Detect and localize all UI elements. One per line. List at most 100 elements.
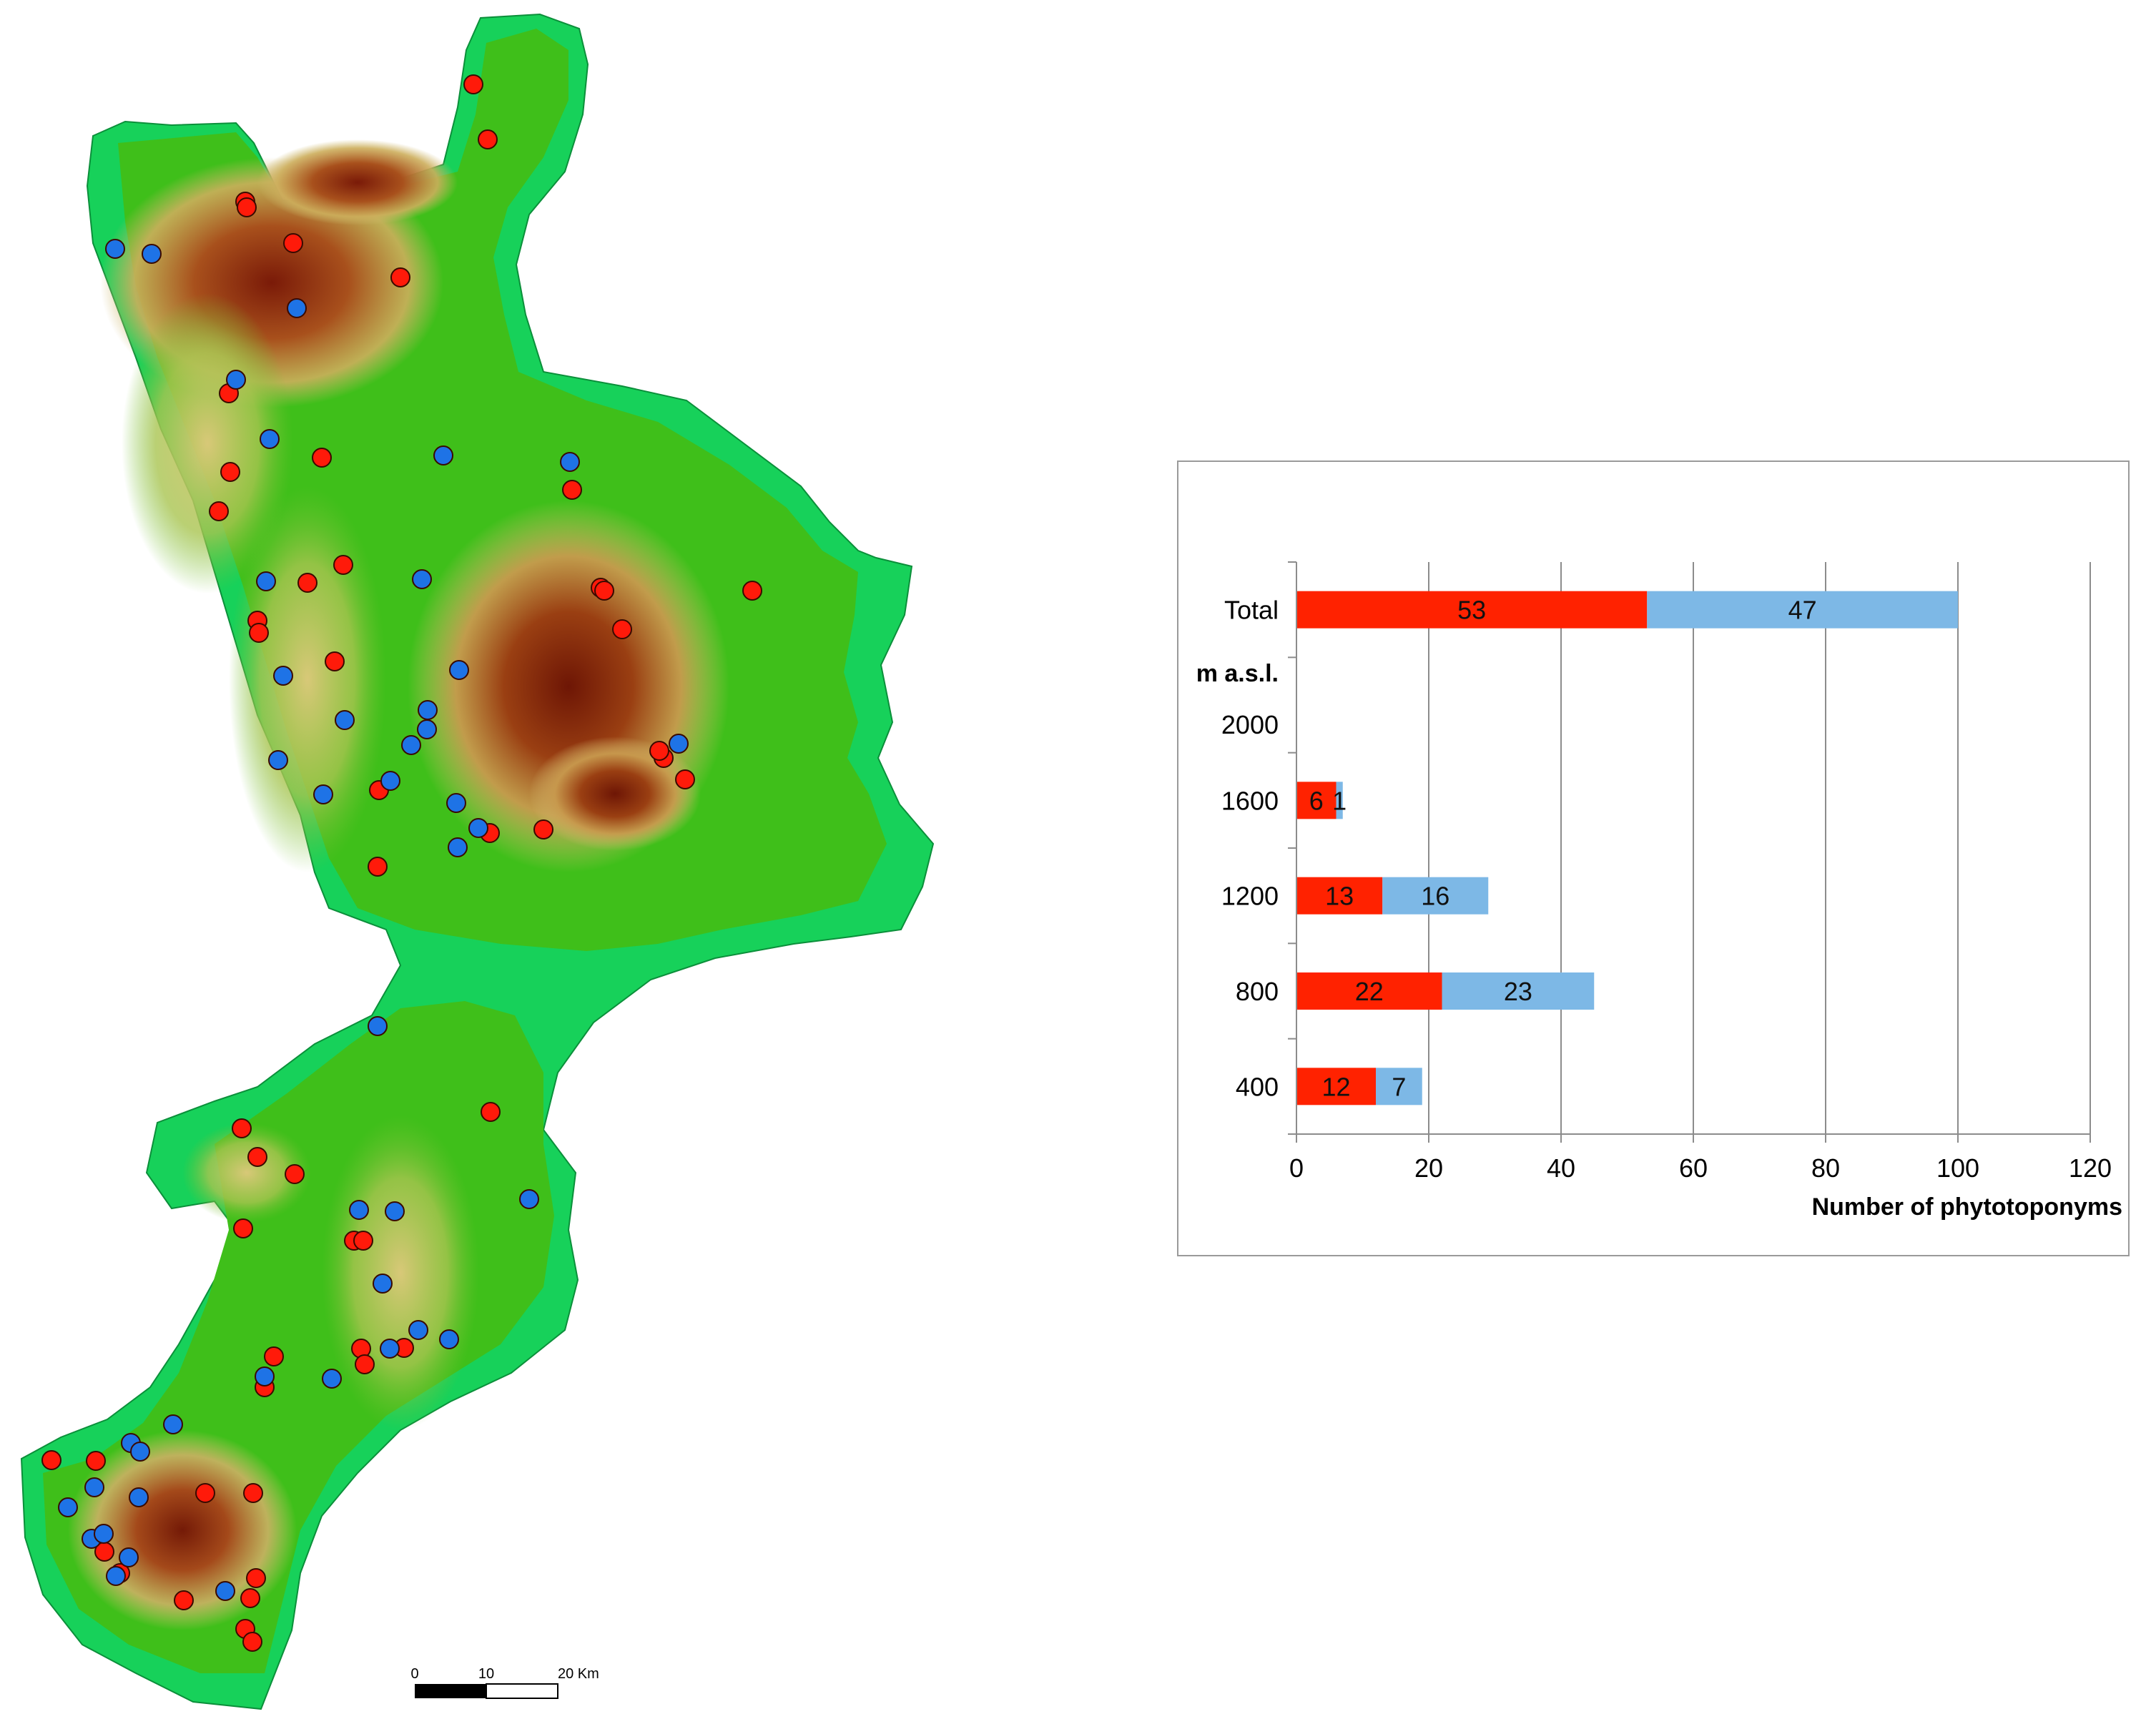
blue-map-point bbox=[313, 784, 333, 804]
relief-serre bbox=[322, 1115, 479, 1430]
blue-map-point bbox=[256, 571, 276, 591]
red-map-point bbox=[233, 1218, 253, 1238]
bar-data-label: 47 bbox=[1788, 596, 1817, 625]
bars: 53 47 6 1 13 16 22 23 12 7 bbox=[1296, 591, 1958, 1105]
red-map-point bbox=[742, 581, 762, 601]
bar-data-label: 22 bbox=[1355, 977, 1384, 1006]
blue-map-point bbox=[163, 1414, 183, 1434]
blue-map-point bbox=[255, 1366, 275, 1386]
red-map-point bbox=[209, 501, 229, 521]
blue-map-point bbox=[380, 1339, 400, 1359]
red-map-point bbox=[463, 74, 483, 94]
scale-tick-0: 0 bbox=[410, 1666, 418, 1682]
bar-series1-Total bbox=[1296, 591, 1648, 629]
elevation-bar-chart: 53 47 6 1 13 16 22 23 12 7 0 20 40 60 80 100 120 Total 16… bbox=[1177, 460, 2130, 1256]
red-map-point bbox=[562, 480, 582, 500]
red-map-point bbox=[247, 1147, 267, 1167]
red-map-point bbox=[249, 623, 269, 643]
x-tick-label: 60 bbox=[1679, 1153, 1708, 1183]
x-axis-title: Number of phytotoponyms bbox=[1812, 1193, 2122, 1221]
blue-map-point bbox=[215, 1581, 235, 1601]
red-map-point bbox=[481, 1102, 501, 1122]
relief-coastal-chain bbox=[229, 486, 386, 872]
y-category-label: 1600 bbox=[1221, 786, 1279, 815]
blue-map-point bbox=[408, 1320, 428, 1340]
red-map-point bbox=[355, 1354, 375, 1374]
y-category-label: 800 bbox=[1236, 977, 1279, 1006]
blue-map-point bbox=[669, 734, 689, 754]
map-panel: 0 10 20 Km bbox=[0, 0, 1001, 1719]
blue-map-point bbox=[380, 771, 400, 791]
x-tick-label: 40 bbox=[1547, 1153, 1575, 1183]
y-group-label: m a.s.l. bbox=[1196, 660, 1279, 687]
x-tick-label: 0 bbox=[1289, 1153, 1304, 1183]
blue-map-point bbox=[401, 735, 421, 755]
blue-map-point bbox=[119, 1547, 139, 1567]
blue-map-point bbox=[94, 1524, 114, 1544]
scale-segment-white bbox=[486, 1683, 558, 1699]
blue-map-point bbox=[439, 1329, 459, 1349]
y-category-label: 400 bbox=[1236, 1072, 1279, 1101]
bar-series1-800 bbox=[1296, 972, 1442, 1010]
blue-map-point bbox=[129, 1487, 149, 1507]
blue-map-point bbox=[418, 700, 438, 720]
blue-map-point bbox=[560, 452, 580, 472]
blue-map-point bbox=[273, 666, 293, 686]
bar-series1-400 bbox=[1296, 1068, 1376, 1105]
red-map-point bbox=[333, 555, 353, 575]
blue-map-point bbox=[106, 1566, 126, 1586]
blue-map-point bbox=[433, 445, 453, 466]
red-map-point bbox=[86, 1451, 106, 1471]
blue-map-point bbox=[448, 837, 468, 857]
phytotoponym-points bbox=[41, 74, 762, 1652]
scale-tick-20km: 20 Km bbox=[558, 1666, 599, 1682]
bar-series1-1600 bbox=[1296, 782, 1337, 819]
bar-data-label: 23 bbox=[1504, 977, 1532, 1006]
x-tick-label: 80 bbox=[1811, 1153, 1840, 1183]
red-map-point bbox=[174, 1590, 194, 1610]
blue-map-point bbox=[226, 370, 246, 390]
blue-map-point bbox=[335, 710, 355, 730]
bar-series2-800 bbox=[1442, 972, 1595, 1010]
red-map-point bbox=[353, 1231, 373, 1251]
y-category-label: 1200 bbox=[1221, 882, 1279, 911]
red-map-point bbox=[390, 267, 410, 287]
blue-map-point bbox=[322, 1369, 342, 1389]
red-map-point bbox=[220, 462, 240, 482]
grid-lines bbox=[1428, 562, 2091, 1134]
blue-map-point bbox=[287, 298, 307, 318]
bar-data-label: 12 bbox=[1321, 1072, 1350, 1101]
blue-map-point bbox=[446, 793, 466, 813]
relief-north-coast bbox=[257, 139, 458, 225]
axes: 0 20 40 60 80 100 120 Total 1600 1200 800 400 2000 bbox=[1221, 561, 2112, 1183]
blue-map-point bbox=[385, 1201, 405, 1221]
red-map-point bbox=[675, 769, 695, 789]
red-map-point bbox=[533, 819, 553, 839]
y-category-label: Total bbox=[1224, 596, 1279, 625]
bar-data-label: 53 bbox=[1457, 596, 1486, 625]
bar-data-label: 1 bbox=[1332, 786, 1347, 815]
red-map-point bbox=[594, 581, 614, 601]
red-map-point bbox=[246, 1568, 266, 1588]
blue-map-point bbox=[105, 239, 125, 259]
scale-tick-10: 10 bbox=[478, 1666, 494, 1682]
red-map-point bbox=[478, 129, 498, 149]
red-map-point bbox=[285, 1164, 305, 1184]
scale-segment-black bbox=[415, 1684, 486, 1698]
blue-map-point bbox=[349, 1200, 369, 1220]
chart-canvas: 53 47 6 1 13 16 22 23 12 7 0 20 40 60 80 100 120 Total 16… bbox=[1196, 561, 2122, 1221]
blue-map-point bbox=[260, 429, 280, 449]
bar-series2-1200 bbox=[1382, 877, 1489, 915]
red-map-point bbox=[243, 1483, 263, 1503]
relief-sila-south bbox=[529, 737, 701, 851]
x-tick-label: 100 bbox=[1936, 1153, 1979, 1183]
red-map-point bbox=[240, 1588, 260, 1608]
bar-data-label: 13 bbox=[1325, 882, 1354, 911]
bar-data-label: 16 bbox=[1421, 882, 1449, 911]
relief-orsomarso bbox=[122, 293, 293, 593]
red-map-point bbox=[41, 1450, 61, 1470]
red-map-point bbox=[195, 1483, 215, 1503]
blue-map-point bbox=[468, 818, 488, 838]
bar-data-label: 7 bbox=[1392, 1072, 1406, 1101]
red-map-point bbox=[283, 233, 303, 253]
